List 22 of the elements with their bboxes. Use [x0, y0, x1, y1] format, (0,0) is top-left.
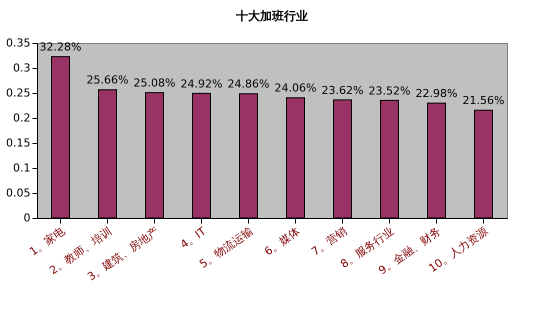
- data-label: 25.66%: [86, 74, 128, 87]
- data-label: 24.06%: [274, 82, 316, 95]
- x-tick-label: 6。媒体: [262, 224, 302, 258]
- data-label: 21.56%: [462, 94, 504, 108]
- data-label: 23.52%: [368, 84, 410, 98]
- x-tick-label: 7。营销: [309, 224, 350, 258]
- data-label: 24.86%: [228, 78, 270, 91]
- y-tick-label: 0.25: [6, 86, 30, 100]
- y-tick-label: 0.05: [6, 186, 30, 200]
- y-tick-label: 0.2: [13, 112, 30, 124]
- chart-title: 十大加班行业: [235, 9, 308, 23]
- data-label: 32.28%: [40, 40, 82, 54]
- data-label: 25.08%: [134, 76, 176, 90]
- data-label: 23.62%: [322, 84, 364, 97]
- y-tick-label: 0.1: [13, 162, 30, 174]
- data-label: 22.98%: [416, 87, 458, 100]
- x-tick-label: 4。IT: [178, 224, 209, 252]
- y-tick-label: 0.3: [13, 62, 30, 74]
- y-tick-label: 0.15: [6, 136, 30, 150]
- y-tick-label: 0.35: [6, 36, 30, 50]
- y-tick-label: 0: [24, 212, 30, 224]
- data-label: 24.92%: [180, 77, 222, 90]
